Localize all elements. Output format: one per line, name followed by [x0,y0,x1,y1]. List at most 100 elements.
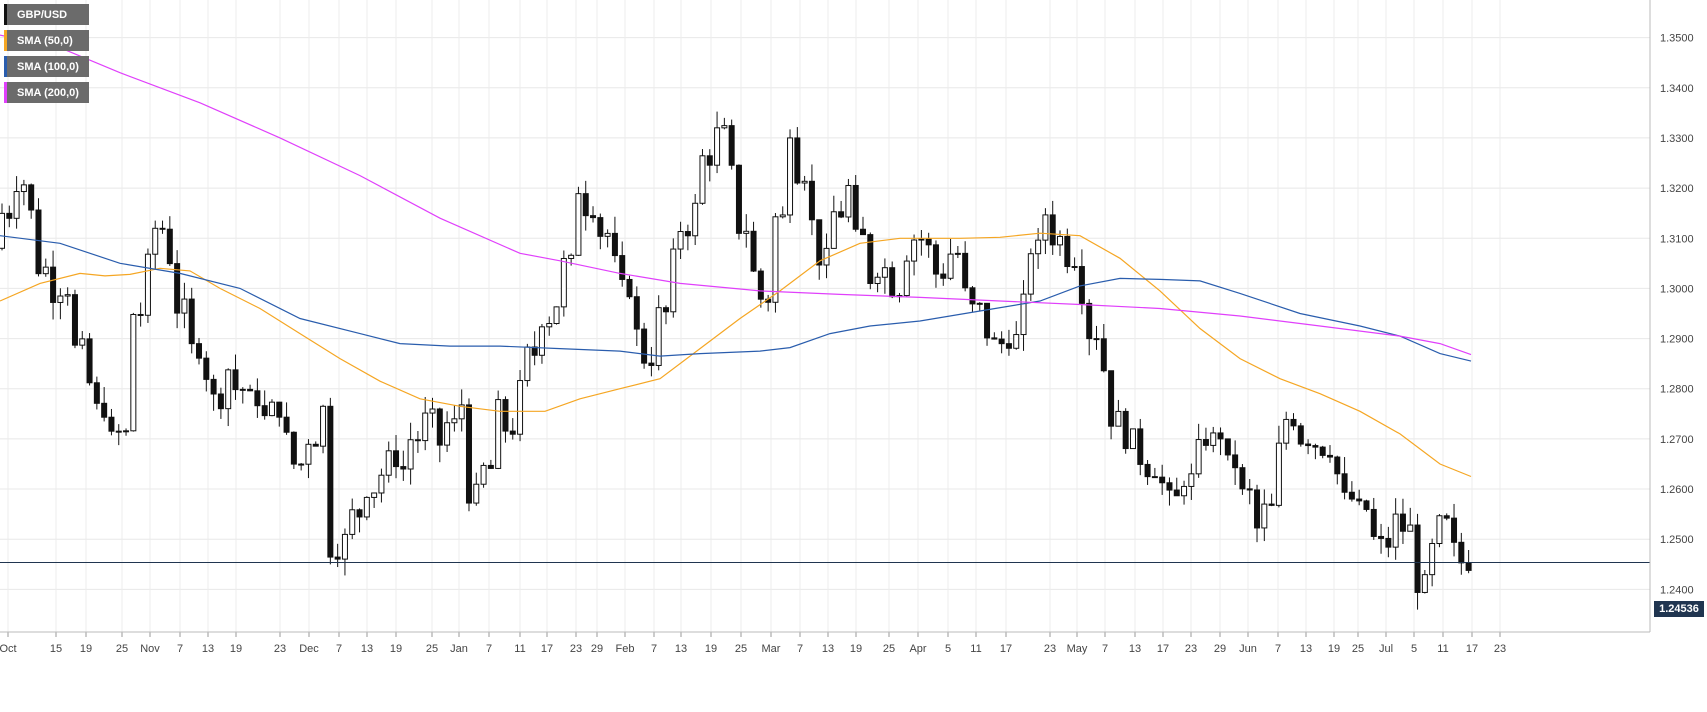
candlestick [655,295,662,371]
candle-body [261,405,268,417]
candlestick [414,430,421,453]
candlestick [152,220,159,269]
candle-body [166,228,173,265]
candlestick [1093,325,1100,350]
candlestick [144,248,151,323]
y-tick-label: 1.2800 [1660,384,1694,396]
candlestick [1246,479,1253,505]
candlestick [210,374,217,411]
candlestick [239,387,246,404]
x-tick-label: 25 [735,643,747,655]
candlestick [1013,321,1020,350]
candle-body [203,357,210,380]
candlestick [874,272,881,293]
candle-body [619,255,626,280]
x-tick-label: 25 [116,643,128,655]
candle-body [816,219,823,266]
candle-body [312,443,319,447]
candle-body [429,408,436,414]
candle-body [115,430,122,433]
x-tick-label: 11 [970,643,981,655]
candlestick [838,200,845,219]
candlestick [196,337,203,365]
candlestick [692,194,699,246]
x-tick-label: 19 [1328,643,1340,655]
candlestick [721,117,728,130]
candle-body [721,125,728,129]
candlestick [422,397,429,451]
legend-item-sma100[interactable]: SMA (100,0) [4,56,89,77]
candlestick [320,404,327,454]
legend-swatch [4,4,7,25]
candle-body [232,369,239,391]
candlestick [400,450,407,481]
candlestick [1210,426,1217,453]
candlestick [1334,455,1341,485]
candle-body [188,298,195,345]
candle-body [144,253,151,316]
x-tick-label: 25 [1352,643,1364,655]
candle-body [662,307,669,313]
candle-body [152,227,159,255]
candlestick [1399,498,1406,544]
candle-body [414,439,421,442]
candle-body [903,260,910,297]
legend-item-sma50[interactable]: SMA (50,0) [4,30,89,51]
x-tick-label: 13 [361,643,373,655]
candle-body [86,338,93,384]
x-tick-label: 7 [486,643,492,655]
legend-label: SMA (200,0) [17,86,79,99]
candlestick [852,175,859,232]
candle-body [925,238,932,246]
x-tick-label: May [1067,643,1088,655]
sma-line [0,34,1472,356]
candlestick [677,221,684,260]
candle-body [327,405,334,558]
candle-body [298,463,305,466]
candlestick [1129,428,1136,450]
candlestick [64,287,71,306]
candlestick [1297,422,1304,447]
candle-body [363,496,370,518]
candle-body [1378,535,1385,539]
candle-body [1093,338,1100,341]
candlestick [1005,329,1012,356]
candlestick [1027,248,1034,301]
candlestick [684,224,691,251]
candlestick [860,216,867,236]
candlestick [349,498,356,540]
candle-body [6,212,13,219]
candlestick [137,302,144,327]
legend-item-gbpusd[interactable]: GBP/USD [4,4,89,25]
candle-body [954,252,961,255]
x-tick-label: 7 [177,643,183,655]
legend-label: GBP/USD [17,8,68,21]
candlestick [1326,445,1333,463]
candlestick [962,241,969,292]
y-tick-label: 1.3400 [1660,83,1694,95]
candlestick [20,179,27,206]
candle-body [714,127,721,166]
candle-body [991,337,998,340]
candlestick [1202,427,1209,451]
candle-body [1224,438,1231,456]
candle-body [64,294,71,297]
x-tick-label: 7 [336,643,342,655]
candlestick [50,250,57,320]
candle-body [735,164,742,234]
candle-body [787,137,794,216]
candle-body [79,338,86,346]
candle-body [217,393,224,410]
legend-item-sma200[interactable]: SMA (200,0) [4,82,89,103]
candlestick [1407,507,1414,532]
candle-body [239,388,246,391]
candle-body [487,464,494,469]
current-price-tag: 1.24536 [1654,601,1704,617]
candle-body [801,180,808,184]
candlestick [1188,463,1195,500]
candle-body [174,263,181,314]
candle-body [706,155,713,166]
candlestick [896,292,903,303]
candle-body [422,412,429,442]
